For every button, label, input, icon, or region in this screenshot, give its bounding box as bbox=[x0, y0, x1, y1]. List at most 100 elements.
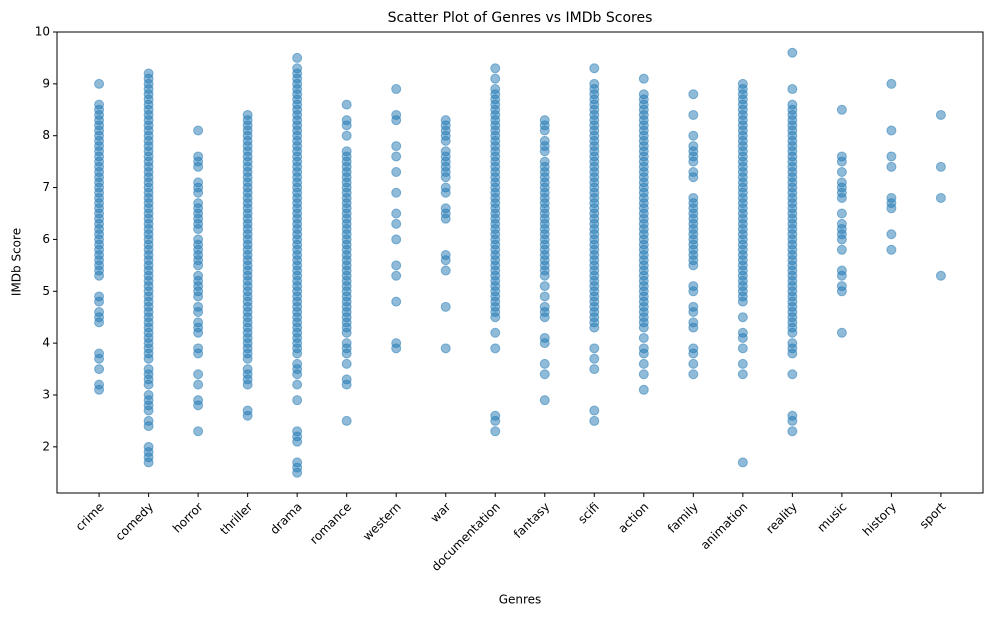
point bbox=[935, 270, 946, 281]
point bbox=[688, 322, 699, 333]
point bbox=[94, 317, 105, 328]
y-tick-label: 7 bbox=[42, 180, 50, 194]
point bbox=[787, 348, 798, 359]
point bbox=[737, 312, 748, 323]
point bbox=[836, 156, 847, 167]
point bbox=[688, 172, 699, 183]
point bbox=[836, 270, 847, 281]
point bbox=[638, 332, 649, 343]
point bbox=[836, 208, 847, 219]
point bbox=[143, 457, 154, 468]
point bbox=[589, 353, 600, 364]
point bbox=[391, 115, 402, 126]
point bbox=[193, 224, 204, 235]
point bbox=[94, 364, 105, 375]
point bbox=[688, 109, 699, 120]
point bbox=[787, 84, 798, 95]
point bbox=[539, 281, 550, 292]
point bbox=[539, 125, 550, 136]
point bbox=[193, 291, 204, 302]
point bbox=[737, 332, 748, 343]
point bbox=[292, 379, 303, 390]
point bbox=[242, 353, 253, 364]
point bbox=[787, 327, 798, 338]
point bbox=[638, 73, 649, 84]
point bbox=[193, 379, 204, 390]
point bbox=[341, 348, 352, 359]
point bbox=[688, 260, 699, 271]
point bbox=[440, 255, 451, 266]
point bbox=[341, 130, 352, 141]
point bbox=[886, 151, 897, 162]
point bbox=[143, 353, 154, 364]
point bbox=[787, 415, 798, 426]
point bbox=[440, 343, 451, 354]
point bbox=[589, 364, 600, 375]
point bbox=[193, 161, 204, 172]
point bbox=[886, 203, 897, 214]
chart-title: Scatter Plot of Genres vs IMDb Scores bbox=[388, 10, 653, 26]
y-tick-label: 3 bbox=[42, 387, 50, 401]
point bbox=[737, 369, 748, 380]
point bbox=[341, 99, 352, 110]
y-tick-label: 2 bbox=[42, 439, 50, 453]
point bbox=[94, 270, 105, 281]
y-tick-label: 4 bbox=[42, 336, 50, 350]
point bbox=[391, 187, 402, 198]
axes-frame bbox=[56, 31, 984, 494]
point bbox=[391, 84, 402, 95]
point bbox=[440, 187, 451, 198]
point bbox=[440, 213, 451, 224]
point bbox=[193, 426, 204, 437]
point bbox=[292, 52, 303, 63]
point bbox=[143, 379, 154, 390]
point bbox=[193, 187, 204, 198]
point bbox=[94, 296, 105, 307]
point bbox=[787, 47, 798, 58]
point bbox=[539, 395, 550, 406]
point bbox=[688, 130, 699, 141]
point bbox=[341, 379, 352, 390]
y-axis-label: IMDb Score bbox=[10, 228, 24, 296]
point bbox=[638, 384, 649, 395]
point bbox=[391, 167, 402, 178]
y-tick-label: 9 bbox=[42, 76, 50, 90]
point bbox=[490, 73, 501, 84]
point bbox=[292, 467, 303, 478]
point bbox=[836, 244, 847, 255]
point bbox=[886, 244, 897, 255]
point bbox=[193, 348, 204, 359]
point bbox=[787, 369, 798, 380]
point bbox=[193, 369, 204, 380]
point bbox=[638, 369, 649, 380]
y-tick-label: 10 bbox=[35, 25, 50, 39]
point bbox=[94, 384, 105, 395]
point bbox=[836, 234, 847, 245]
point bbox=[539, 358, 550, 369]
point bbox=[539, 291, 550, 302]
x-axis-label: Genres bbox=[499, 593, 542, 607]
point bbox=[94, 78, 105, 89]
point bbox=[193, 260, 204, 271]
point bbox=[440, 172, 451, 183]
point bbox=[391, 343, 402, 354]
point bbox=[341, 120, 352, 131]
point bbox=[737, 358, 748, 369]
point bbox=[440, 265, 451, 276]
point bbox=[638, 322, 649, 333]
point bbox=[737, 343, 748, 354]
point bbox=[836, 327, 847, 338]
point bbox=[490, 343, 501, 354]
point bbox=[589, 343, 600, 354]
point bbox=[688, 286, 699, 297]
point bbox=[836, 192, 847, 203]
point bbox=[737, 296, 748, 307]
point bbox=[638, 348, 649, 359]
point bbox=[886, 229, 897, 240]
point bbox=[391, 141, 402, 152]
point bbox=[886, 161, 897, 172]
point bbox=[886, 78, 897, 89]
point bbox=[391, 218, 402, 229]
point bbox=[193, 125, 204, 136]
